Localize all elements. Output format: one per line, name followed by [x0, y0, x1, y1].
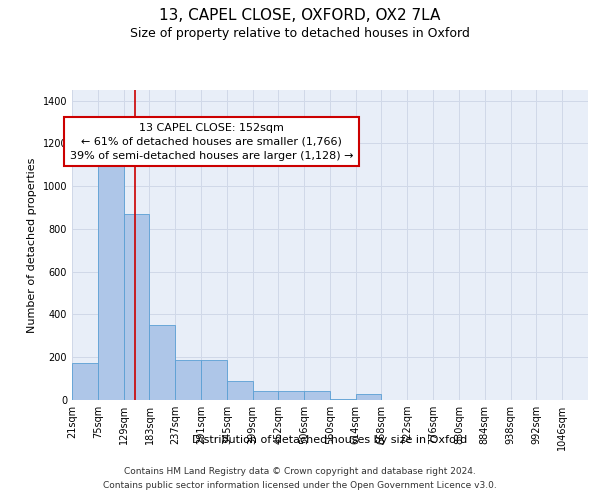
Bar: [201, 360, 227, 400]
Bar: [356, 394, 382, 400]
Bar: [330, 399, 356, 400]
Bar: [227, 381, 253, 400]
Y-axis label: Number of detached properties: Number of detached properties: [27, 158, 37, 332]
Bar: [124, 214, 149, 400]
Bar: [98, 165, 124, 400]
Text: 13, CAPEL CLOSE, OXFORD, OX2 7LA: 13, CAPEL CLOSE, OXFORD, OX2 7LA: [160, 8, 440, 22]
Text: 13 CAPEL CLOSE: 152sqm
← 61% of detached houses are smaller (1,766)
39% of semi-: 13 CAPEL CLOSE: 152sqm ← 61% of detached…: [70, 122, 353, 160]
Bar: [278, 392, 304, 400]
Text: Contains HM Land Registry data © Crown copyright and database right 2024.: Contains HM Land Registry data © Crown c…: [124, 468, 476, 476]
Text: Contains public sector information licensed under the Open Government Licence v3: Contains public sector information licen…: [103, 481, 497, 490]
Bar: [175, 360, 201, 400]
Bar: [149, 325, 175, 400]
Bar: [72, 362, 98, 400]
Text: Distribution of detached houses by size in Oxford: Distribution of detached houses by size …: [193, 435, 467, 445]
Bar: [253, 392, 278, 400]
Bar: [304, 392, 330, 400]
Text: Size of property relative to detached houses in Oxford: Size of property relative to detached ho…: [130, 28, 470, 40]
